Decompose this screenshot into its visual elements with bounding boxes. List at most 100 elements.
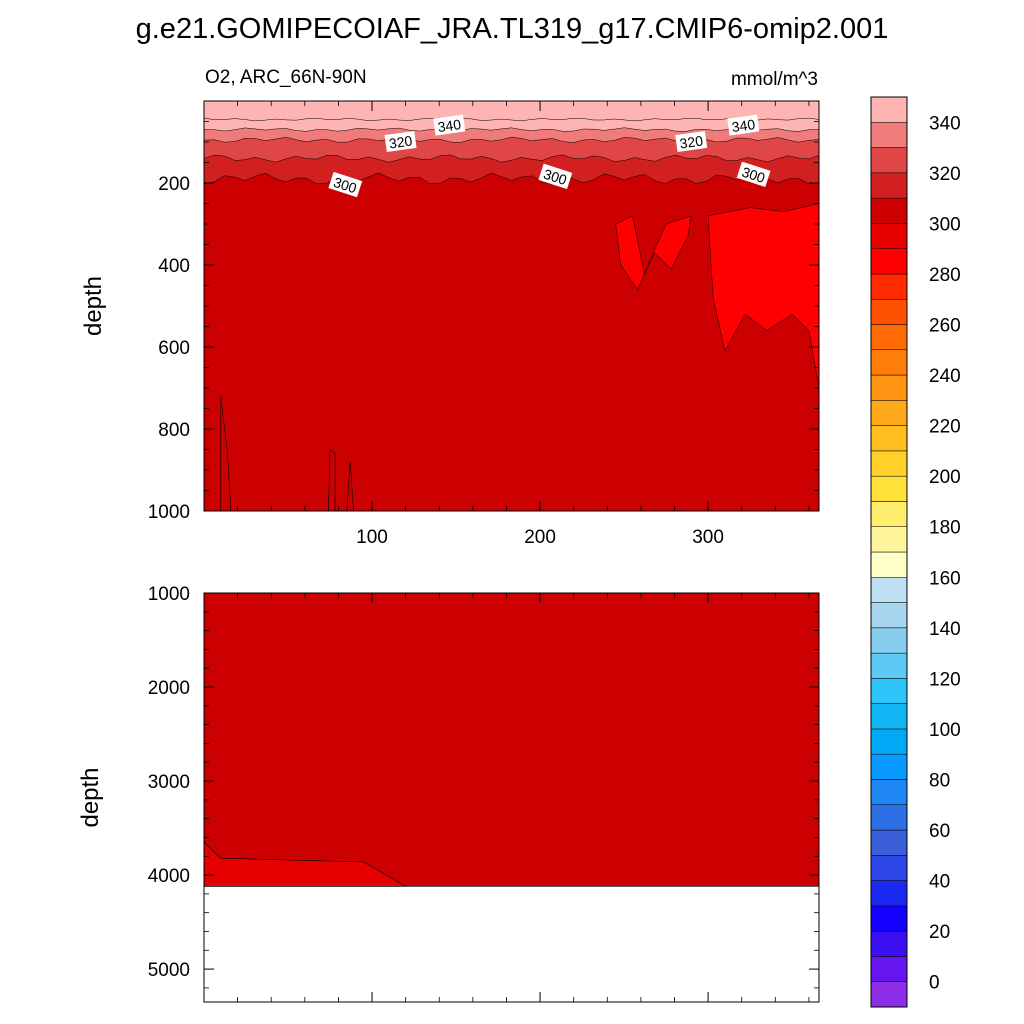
colorbar-tick-label: 280: [929, 265, 961, 286]
figure-title: g.e21.GOMIPECOIAF_JRA.TL319_g17.CMIP6-om…: [136, 13, 889, 45]
colorbar-swatch: [870, 298, 908, 325]
upper-y-tick-label: 1000: [148, 502, 190, 523]
colorbar-tick-label: 0: [929, 973, 940, 994]
colorbar-swatch: [870, 273, 908, 300]
contour-label-box: [328, 171, 363, 198]
contour-label: 340: [437, 116, 463, 135]
low-oxygen-patch-2: [707, 203, 820, 389]
colorbar-swatch: [870, 96, 908, 123]
contour-label-box: [727, 114, 760, 136]
colorbar-swatch: [870, 425, 908, 452]
lower-y-tick-label: 1000: [148, 584, 190, 605]
colorbar-tick-label: 260: [929, 316, 961, 337]
contour-line-mid-2: [346, 461, 354, 512]
colorbar-swatch: [870, 753, 908, 780]
contour-line-left: [220, 396, 232, 512]
colorbar-swatch: [870, 197, 908, 224]
upper-panel: 200 400 600 800 1000 100 200 300 depth 340 340 320 3…: [80, 100, 820, 548]
lower-y-tick-label: 2000: [148, 678, 190, 699]
contour-label: 300: [332, 174, 359, 197]
lower-y-axis-label: depth: [77, 767, 104, 827]
colorbar-swatch: [870, 248, 908, 275]
lower-background-fill: [204, 593, 819, 887]
contour-band-350: [203, 100, 820, 122]
colorbar-tick-label: 100: [929, 720, 961, 741]
colorbar-swatch: [870, 400, 908, 426]
contour-label-box: [736, 161, 771, 188]
lower-frame: [203, 592, 820, 1003]
colorbar-tick-label: 220: [929, 417, 961, 438]
colorbar-swatch: [870, 930, 908, 957]
colorbar-tick-label: 300: [929, 214, 961, 235]
lower-y-tick-label: 3000: [148, 772, 190, 793]
contour-label-box: [538, 163, 573, 190]
colorbar-swatch: [870, 880, 908, 907]
contour-label-box: [433, 114, 466, 136]
colorbar-tick-label: 180: [929, 518, 961, 539]
contour-label-group: 300: [538, 163, 573, 190]
upper-x-tick-label: 300: [692, 527, 724, 548]
upper-y-tick-label: 600: [158, 338, 190, 359]
colorbar-swatch: [870, 450, 908, 477]
variable-label: O2, ARC_66N-90N: [205, 67, 367, 88]
colorbar-swatch: [870, 526, 908, 553]
colorbar-swatch: [870, 981, 908, 1008]
colorbar-tick-label: 80: [929, 771, 950, 792]
colorbar-tick-label: 40: [929, 872, 950, 893]
contour-line-mid-1: [328, 448, 336, 512]
colorbar-tick-label: 60: [929, 821, 950, 842]
upper-y-tick-label: 800: [158, 420, 190, 441]
colorbar-swatch: [870, 551, 908, 578]
units-label: mmol/m^3: [731, 69, 818, 90]
colorbar-swatch: [870, 147, 908, 174]
contour-label: 340: [731, 116, 757, 135]
low-oxygen-patch-1: [615, 215, 692, 291]
contour-label: 300: [740, 164, 767, 187]
upper-y-tick-label: 200: [158, 174, 190, 195]
lower-y-tick-label: 5000: [148, 960, 190, 981]
colorbar-swatch: [870, 602, 908, 629]
colorbar-swatch: [870, 349, 908, 376]
colorbar-swatch: [870, 374, 908, 401]
lower-y-tick-label: 4000: [148, 866, 190, 887]
colorbar-swatch: [870, 905, 908, 932]
upper-x-tick-label: 100: [356, 527, 388, 548]
upper-x-tick-label: 200: [524, 527, 556, 548]
contour-label: 320: [679, 132, 705, 151]
colorbar-swatch: [870, 652, 908, 679]
contour-label: 320: [388, 132, 414, 151]
colorbar-tick-label: 200: [929, 467, 961, 488]
contour-label-group: 320: [675, 130, 708, 153]
colorbar-swatch: [870, 728, 908, 755]
contour-label-box: [675, 130, 708, 153]
colorbar-swatch: [870, 501, 908, 527]
contour-label-group: 300: [328, 171, 363, 198]
upper-y-axis-label: depth: [80, 276, 107, 336]
colorbar-swatch: [870, 324, 908, 351]
contour-label-group: 340: [433, 114, 466, 136]
colorbar-tick-label: 20: [929, 922, 950, 943]
colorbar-swatch: [870, 829, 908, 856]
colorbar-tick-label: 240: [929, 366, 961, 387]
colorbar-tick-label: 340: [929, 113, 961, 134]
colorbar: 0 20 40 60 80 100 120 140 160 180 200 220 240 260 280 3…: [870, 96, 961, 1008]
colorbar-swatch: [870, 122, 908, 148]
contour-label-box: [384, 130, 417, 153]
upper-y-tick-label: 400: [158, 256, 190, 277]
colorbar-swatch: [870, 627, 908, 654]
colorbar-swatch: [870, 703, 908, 730]
colorbar-swatch: [870, 475, 908, 502]
colorbar-tick-label: 160: [929, 568, 961, 589]
colorbar-swatch: [870, 223, 908, 249]
colorbar-swatch: [870, 779, 908, 806]
contour-label-group: 320: [384, 130, 417, 153]
colorbar-tick-label: 320: [929, 164, 961, 185]
colorbar-swatch: [870, 804, 908, 831]
colorbar-swatch: [870, 855, 908, 881]
colorbar-swatch: [870, 678, 908, 704]
contour-label: 300: [542, 166, 569, 189]
colorbar-swatch: [870, 577, 908, 603]
contour-label-group: 340: [727, 114, 760, 136]
colorbar-swatch: [870, 956, 908, 982]
